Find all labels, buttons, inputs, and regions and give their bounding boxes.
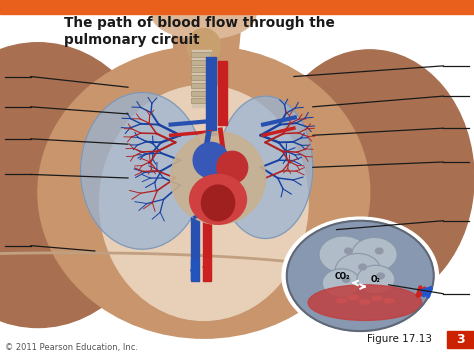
Circle shape (375, 248, 383, 254)
Bar (191, 259, 198, 279)
Bar (203, 217, 211, 281)
Ellipse shape (190, 174, 246, 224)
Ellipse shape (171, 132, 265, 224)
Circle shape (359, 264, 366, 270)
Bar (191, 60, 211, 65)
Text: 3: 3 (456, 333, 465, 346)
Bar (0, 21, 474, 335)
Ellipse shape (201, 185, 235, 221)
Bar (218, 61, 227, 125)
Bar (191, 75, 211, 80)
Ellipse shape (348, 295, 358, 299)
Ellipse shape (265, 50, 474, 306)
Circle shape (322, 269, 360, 297)
Ellipse shape (100, 85, 308, 320)
Text: O₂: O₂ (371, 275, 381, 284)
Circle shape (319, 236, 368, 273)
Ellipse shape (308, 285, 422, 320)
Ellipse shape (383, 299, 394, 303)
Bar (192, 50, 211, 107)
Ellipse shape (360, 300, 370, 304)
Circle shape (377, 273, 384, 279)
Circle shape (357, 265, 395, 294)
Bar (447, 331, 474, 348)
Bar (191, 90, 211, 95)
Bar (191, 52, 211, 57)
Ellipse shape (152, 0, 256, 39)
Circle shape (335, 253, 381, 288)
Bar (204, 258, 210, 278)
Ellipse shape (193, 142, 228, 178)
Circle shape (287, 221, 434, 331)
Circle shape (342, 277, 350, 282)
Bar (206, 57, 216, 135)
Ellipse shape (336, 299, 346, 303)
Text: The path of blood flow through the
pulmonary circuit: The path of blood flow through the pulmo… (64, 16, 335, 47)
Ellipse shape (218, 96, 313, 239)
Bar (191, 217, 199, 281)
Ellipse shape (372, 296, 382, 300)
Circle shape (282, 217, 438, 335)
Ellipse shape (217, 151, 247, 183)
Ellipse shape (187, 28, 220, 64)
Bar (0, 0, 474, 14)
Polygon shape (171, 14, 242, 64)
Bar (191, 67, 211, 72)
Text: © 2011 Pearson Education, Inc.: © 2011 Pearson Education, Inc. (5, 342, 138, 352)
Text: Figure 17.13: Figure 17.13 (367, 334, 432, 344)
Ellipse shape (38, 46, 370, 338)
Circle shape (345, 248, 352, 254)
Text: CO₂: CO₂ (334, 272, 350, 281)
Ellipse shape (81, 93, 204, 249)
Bar (191, 83, 211, 88)
Ellipse shape (0, 43, 161, 328)
Circle shape (352, 237, 397, 272)
Bar (191, 98, 211, 103)
